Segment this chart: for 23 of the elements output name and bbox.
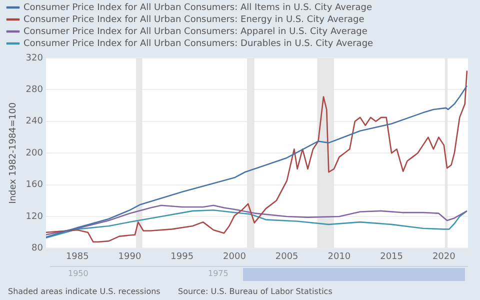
- x-tick-label: 1990: [118, 252, 142, 262]
- y-tick-label: 320: [26, 53, 44, 64]
- legend-label: Consumer Price Index for All Urban Consumers: Apparel in U.S. City Average: [24, 26, 368, 37]
- x-tick-label: 1995: [170, 252, 194, 262]
- x-tick-label: 2015: [380, 252, 404, 262]
- x-tick-label: 2005: [275, 252, 298, 262]
- legend-label: Consumer Price Index for All Urban Consumers: Energy in U.S. City Average: [24, 14, 365, 25]
- source-note: Source: U.S. Bureau of Labor Statistics: [178, 287, 332, 296]
- legend-label: Consumer Price Index for All Urban Consumers: All Items in U.S. City Average: [24, 2, 372, 13]
- y-tick-label: 200: [26, 148, 44, 158]
- range-slider: 1950 1975: [50, 266, 468, 282]
- x-tick-label: 1985: [66, 252, 89, 262]
- y-tick-label: 240: [26, 116, 44, 127]
- y-tick-label: 120: [26, 212, 44, 222]
- text: Shaded areas indicate U.S. recessions: [8, 287, 160, 296]
- y-tick-label: 280: [26, 85, 44, 96]
- y-axis-title: Index 1982-1984=100: [8, 102, 19, 204]
- x-tick-label: 2000: [223, 252, 246, 262]
- y-tick-label: 160: [26, 180, 44, 190]
- y-tick-label: 80: [32, 244, 44, 254]
- legend-label: Consumer Price Index for All Urban Consumers: Durables in U.S. City Average: [24, 38, 374, 49]
- x-tick-label: 2010: [328, 252, 351, 262]
- x-tick-label: 2020: [432, 252, 456, 262]
